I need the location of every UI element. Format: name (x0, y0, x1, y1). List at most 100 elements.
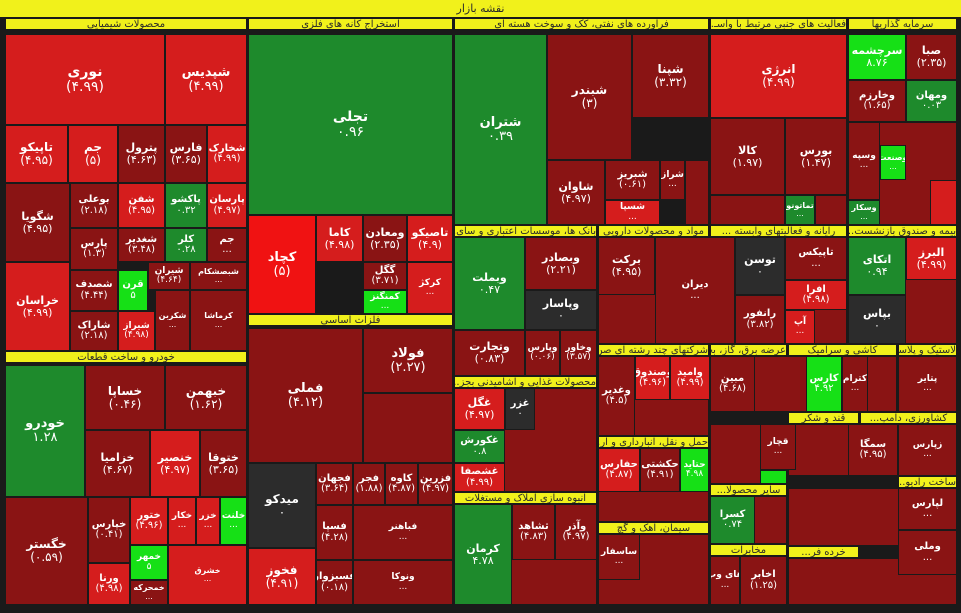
stock-tile[interactable]: وامید (۴.۹۹) (670, 356, 710, 400)
stock-tile[interactable]: کسرا ۰.۷۴ (710, 496, 755, 544)
stock-tile[interactable]: تجلی ۰.۹۶ (248, 34, 453, 215)
stock-tile[interactable]: فباهنر... (353, 505, 453, 560)
stock-tile[interactable]: خلنت... (220, 497, 247, 545)
stock-tile[interactable]: کاما (۴.۹۸) (316, 215, 363, 262)
stock-tile[interactable]: وبصادر (۲.۲۱) (525, 237, 597, 290)
stock-tile[interactable]: کالا (۱.۹۷) (710, 118, 785, 195)
stock-tile[interactable]: شغدیر (۳.۴۸) (118, 228, 165, 262)
stock-tile[interactable]: ومعادن (۲.۳۵) (363, 215, 407, 262)
stock-tile[interactable]: شتران ۰.۳۹ (454, 34, 547, 225)
stock-tile[interactable]: اتکای ۰.۹۴ (848, 237, 906, 295)
stock-tile[interactable]: وخارزم (۱.۶۵) (848, 80, 906, 122)
stock-tile[interactable]: مبین (۴.۶۸) (710, 356, 755, 412)
stock-tile[interactable]: حکشتی (۴.۹۱) (640, 448, 680, 492)
stock-tile[interactable]: وخاور (۳.۵۷) (560, 330, 597, 376)
stock-tile[interactable]: نوری (۴.۹۹) (5, 34, 165, 125)
stock-tile[interactable]: شکربن... (155, 290, 190, 351)
stock-tile[interactable]: شبصشکام... (190, 262, 247, 290)
stock-tile[interactable]: خنصیر (۴.۹۷) (150, 430, 200, 497)
stock-tile[interactable]: خمهر ۵ (130, 545, 168, 580)
stock-tile[interactable]: جم (۵) (68, 125, 118, 183)
stock-tile[interactable]: ورنا (۴.۹۸) (88, 563, 130, 605)
stock-tile[interactable]: وپارس (۰.۰۶) (525, 330, 560, 376)
stock-tile[interactable]: خزامیا (۴.۶۷) (85, 430, 150, 497)
stock-tile[interactable]: شصدف (۴.۴۴) (70, 270, 118, 311)
stock-tile[interactable]: سرچشمه ۸.۷۶ (848, 34, 906, 80)
stock-tile[interactable]: سمگا (۴.۹۵) (848, 424, 898, 476)
stock-tile[interactable]: توسن ۰ (735, 237, 785, 295)
stock-tile[interactable]: کارس ۴.۹۲ (806, 356, 842, 412)
stock-tile[interactable]: فارس (۳.۶۵) (165, 125, 207, 183)
stock-tile[interactable]: آپ... (785, 310, 815, 344)
stock-tile[interactable]: غکورش ۰.۸ (454, 430, 505, 463)
stock-tile[interactable]: خمحرکه... (130, 580, 168, 605)
stock-tile[interactable]: فزرین (۴.۹۷) (418, 463, 453, 505)
stock-tile[interactable]: خپارس (۰.۴۱) (88, 497, 130, 563)
stock-tile[interactable]: بپاس ۰ (848, 295, 906, 344)
stock-tile[interactable]: کلر ۰.۲۸ (165, 228, 207, 262)
stock-tile[interactable]: کمنگنز... (363, 290, 407, 314)
stock-tile[interactable]: حفارس (۴.۸۷) (598, 448, 640, 492)
stock-tile[interactable]: تاپیکس... (785, 237, 847, 280)
stock-tile[interactable]: بورس (۱.۴۷) (785, 118, 847, 195)
stock-tile[interactable]: وملی... (898, 530, 957, 575)
stock-tile[interactable]: البرز (۴.۹۹) (906, 237, 957, 280)
stock-tile[interactable]: برکت (۴.۹۵) (598, 237, 655, 295)
stock-tile[interactable]: شخارک (۴.۹۹) (207, 125, 247, 183)
stock-tile[interactable]: قچار... (760, 424, 796, 470)
stock-tile[interactable]: ساسفار... (598, 534, 640, 580)
stock-tile[interactable]: ختور (۴.۹۶) (130, 497, 168, 545)
stock-tile[interactable]: غزر ۰ (505, 388, 535, 430)
stock-tile[interactable]: فولاد (۲.۲۷) (363, 328, 453, 393)
stock-tile[interactable]: شبریز (۰.۶۱) (605, 160, 660, 200)
stock-tile[interactable]: خگستر (۰.۵۹) (5, 497, 88, 605)
stock-tile[interactable]: میدکو ۰ (248, 463, 316, 548)
stock-tile[interactable]: خراسان (۴.۹۹) (5, 262, 70, 351)
stock-tile[interactable]: صبا (۲.۳۵) (906, 34, 957, 80)
stock-tile[interactable]: کچاد (۵) (248, 215, 316, 314)
stock-tile[interactable]: کرکژ... (407, 262, 453, 314)
stock-tile[interactable]: خبهمن (۱.۶۲) (165, 365, 247, 430)
stock-tile[interactable]: کرمان ۴.۷۸ (454, 504, 512, 605)
stock-tile[interactable]: گگل (۳.۷۱) (363, 262, 407, 290)
stock-tile[interactable]: غشصفا (۴.۹۹) (454, 463, 505, 492)
stock-tile[interactable]: شگویا (۴.۹۵) (5, 183, 70, 262)
stock-tile[interactable]: شفن (۴.۹۵) (118, 183, 165, 228)
stock-tile[interactable]: وسکار... (848, 200, 880, 225)
stock-tile[interactable]: شپدیس (۴.۹۹) (165, 34, 247, 125)
stock-tile[interactable]: شراز... (660, 160, 685, 200)
stock-tile[interactable]: پتایر... (898, 356, 957, 412)
stock-tile[interactable]: زپارس... (898, 424, 957, 476)
stock-tile[interactable]: قرن ۵ (118, 270, 148, 311)
stock-tile[interactable]: تماتونو... (785, 195, 815, 225)
stock-tile[interactable]: کرماشا... (190, 290, 247, 351)
stock-tile[interactable]: خزر... (196, 497, 220, 545)
stock-tile[interactable]: ثشاهد (۴.۸۳) (512, 504, 555, 560)
stock-tile[interactable]: فسبزوار(۰.۱۸) (316, 560, 353, 605)
stock-tile[interactable]: ومهان ۰.۰۳ (906, 80, 957, 122)
stock-tile[interactable]: خشرق... (168, 545, 247, 605)
stock-tile[interactable]: ونوکا... (353, 560, 453, 605)
stock-tile[interactable]: پارسان (۴.۹۷) (207, 183, 247, 228)
stock-tile[interactable]: پارس (۱.۳) (70, 228, 118, 270)
stock-tile[interactable]: شپنا (۳.۳۲) (632, 34, 709, 118)
stock-tile[interactable]: های وب... (710, 556, 740, 605)
stock-tile[interactable]: خساپا (۰.۴۶) (85, 365, 165, 430)
stock-tile[interactable]: شیران (۴.۶۴) (148, 262, 190, 290)
stock-tile[interactable]: پاکشو ۰.۳۲ (165, 183, 207, 228)
stock-tile[interactable]: وصنعت... (880, 145, 906, 180)
stock-tile[interactable]: وآذر (۴.۹۷) (555, 504, 597, 560)
stock-tile[interactable]: وتجارت (۰.۸۳) (454, 330, 525, 376)
stock-tile[interactable]: لپارس... (898, 488, 957, 530)
stock-tile[interactable]: شیراز (۴.۹۸) (118, 311, 155, 351)
stock-tile[interactable]: کاوه (۴.۸۷) (385, 463, 418, 505)
stock-tile[interactable]: بوعلی (۲.۱۸) (70, 183, 118, 228)
stock-tile[interactable]: فسپا (۴.۲۸) (316, 505, 353, 560)
stock-tile[interactable]: وسپه... (848, 122, 880, 200)
stock-tile[interactable]: شاراک (۲.۱۸) (70, 311, 118, 351)
stock-tile[interactable]: حتاید ۴.۹۸ (680, 448, 709, 492)
stock-tile[interactable]: پترول (۴.۶۳) (118, 125, 165, 183)
stock-tile[interactable]: اخابر (۱.۲۵) (740, 556, 787, 605)
stock-tile[interactable]: فخوز (۴.۹۱) (248, 548, 316, 605)
